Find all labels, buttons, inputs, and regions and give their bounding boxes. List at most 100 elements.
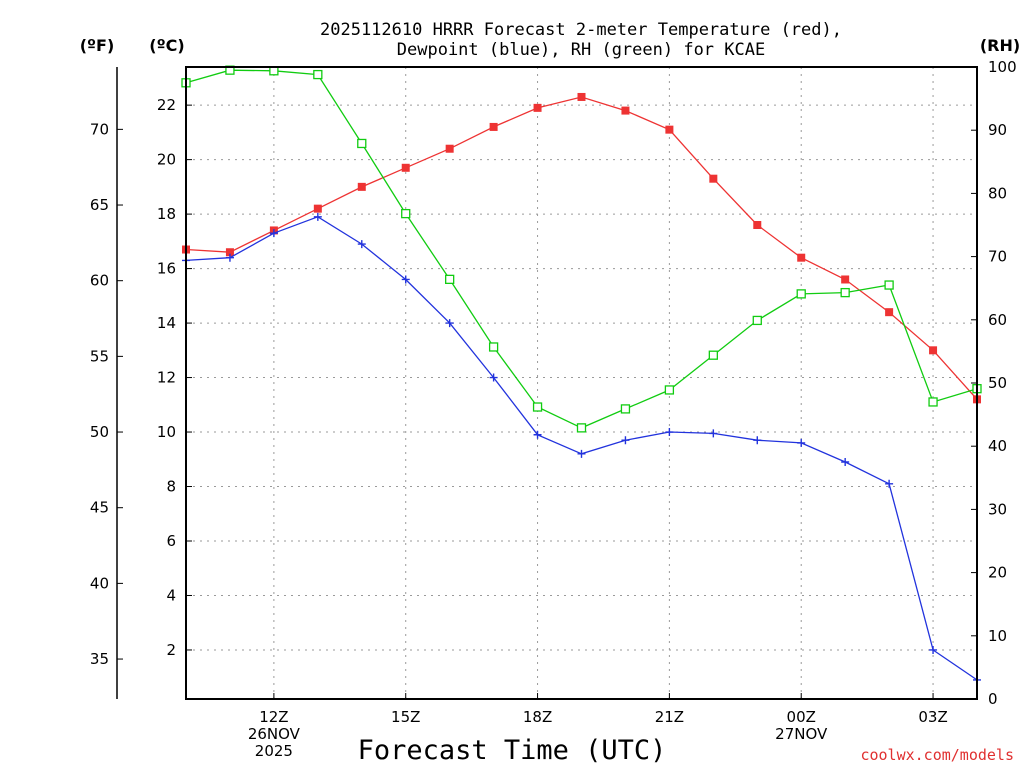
rh-tick-label: 40	[988, 437, 1007, 455]
dewpoint-point	[225, 253, 234, 262]
temperature-line	[185, 96, 978, 400]
celsius-tick-label: 16	[157, 260, 176, 278]
rh-tick-label: 30	[988, 500, 1007, 518]
rh-point	[664, 385, 675, 395]
rh-tick-label: 20	[988, 564, 1007, 582]
celsius-tick-label: 8	[166, 478, 176, 496]
chart-title-line-2: Dewpoint (blue), RH (green) for KCAE	[397, 40, 765, 60]
rh-series	[181, 65, 982, 433]
rh-point	[488, 342, 499, 352]
chart-title-line-1: 2025112610 HRRR Forecast 2-meter Tempera…	[320, 20, 842, 40]
temperature-point	[533, 103, 542, 112]
dewpoint-series	[182, 212, 981, 684]
temperature-point	[401, 163, 410, 172]
fahrenheit-tick-label: 65	[90, 196, 109, 214]
celsius-unit-label: (ºC)	[149, 36, 184, 55]
rh-tick-label: 70	[988, 248, 1007, 266]
dewpoint-point	[885, 479, 894, 488]
dewpoint-point	[577, 449, 586, 458]
temperature-series	[182, 92, 981, 404]
dewpoint-point	[841, 458, 850, 466]
celsius-tick-label: 22	[157, 96, 176, 114]
celsius-tick-label: 6	[166, 532, 176, 550]
temperature-point	[225, 248, 234, 257]
fahrenheit-tick-label: 50	[90, 423, 109, 441]
temperature-point	[621, 106, 630, 115]
x-axis-title: Forecast Time (UTC)	[358, 735, 667, 766]
x-tick-label: 18Z	[523, 708, 552, 726]
fahrenheit-tick-label: 60	[90, 272, 109, 290]
rh-tick-label: 50	[988, 374, 1007, 392]
temperature-point	[929, 346, 938, 355]
rh-tick-label: 60	[988, 311, 1007, 329]
dewpoint-point	[313, 212, 322, 221]
x-tick-label: 26NOV	[248, 725, 301, 743]
celsius-tick-label: 18	[157, 205, 176, 223]
temperature-point	[357, 182, 366, 191]
temperature-point	[709, 174, 718, 183]
temperature-point	[797, 253, 806, 262]
dewpoint-point	[533, 430, 542, 439]
rh-tick-label: 0	[988, 690, 998, 708]
rh-point	[928, 397, 938, 407]
rh-point	[357, 138, 367, 149]
dewpoint-line	[185, 216, 978, 681]
rh-point	[401, 208, 411, 219]
rh-tick-label: 100	[988, 58, 1017, 76]
rh-point	[884, 280, 894, 290]
credit-link[interactable]: coolwx.com/models	[860, 746, 1014, 764]
rh-point	[708, 350, 718, 360]
fahrenheit-tick-label: 70	[90, 120, 109, 138]
rh-unit-label: (RH)	[980, 36, 1020, 55]
dewpoint-point	[709, 429, 718, 438]
fahrenheit-tick-label: 55	[90, 347, 109, 365]
fahrenheit-unit-label: (ºF)	[80, 36, 115, 55]
celsius-tick-label: 10	[157, 423, 176, 441]
plot-frame	[185, 66, 978, 700]
x-tick-label: 2025	[255, 742, 293, 760]
data-series	[181, 65, 982, 684]
dewpoint-point	[929, 645, 938, 654]
temperature-point	[577, 92, 586, 101]
rh-point	[840, 287, 850, 298]
temperature-point	[885, 308, 894, 317]
x-tick-label: 15Z	[391, 708, 420, 726]
x-tick-label: 27NOV	[775, 725, 828, 743]
rh-point	[445, 274, 455, 285]
x-tick-label: 21Z	[655, 708, 684, 726]
rh-tick-label: 80	[988, 184, 1007, 202]
dewpoint-point	[401, 275, 410, 284]
fahrenheit-tick-label: 35	[90, 650, 109, 668]
temperature-point	[665, 125, 674, 134]
fahrenheit-tick-label: 40	[90, 574, 109, 592]
rh-point	[576, 423, 587, 433]
celsius-tick-label: 12	[157, 369, 176, 387]
x-tick-label: 03Z	[918, 708, 947, 726]
temperature-point	[753, 221, 762, 229]
temperature-point	[841, 275, 850, 284]
celsius-tick-label: 14	[157, 314, 176, 332]
rh-tick-label: 90	[988, 121, 1007, 139]
rh-point	[752, 315, 762, 326]
fahrenheit-tick-label: 45	[90, 499, 109, 517]
dewpoint-point	[797, 438, 806, 447]
dewpoint-point	[665, 428, 674, 437]
rh-point	[313, 69, 323, 80]
celsius-tick-label: 4	[166, 586, 176, 604]
dewpoint-point	[489, 373, 498, 382]
x-tick-label: 12Z	[259, 708, 288, 726]
gridlines	[186, 67, 977, 699]
temperature-point	[445, 144, 454, 153]
dewpoint-point	[269, 229, 278, 238]
rh-point	[532, 402, 543, 412]
dewpoint-point	[753, 436, 762, 445]
dewpoint-point	[357, 240, 366, 249]
temperature-point	[313, 204, 322, 213]
celsius-tick-label: 2	[166, 641, 176, 659]
temperature-point	[489, 122, 498, 131]
rh-point	[620, 404, 631, 414]
rh-line	[185, 69, 978, 429]
dewpoint-point	[445, 319, 454, 328]
